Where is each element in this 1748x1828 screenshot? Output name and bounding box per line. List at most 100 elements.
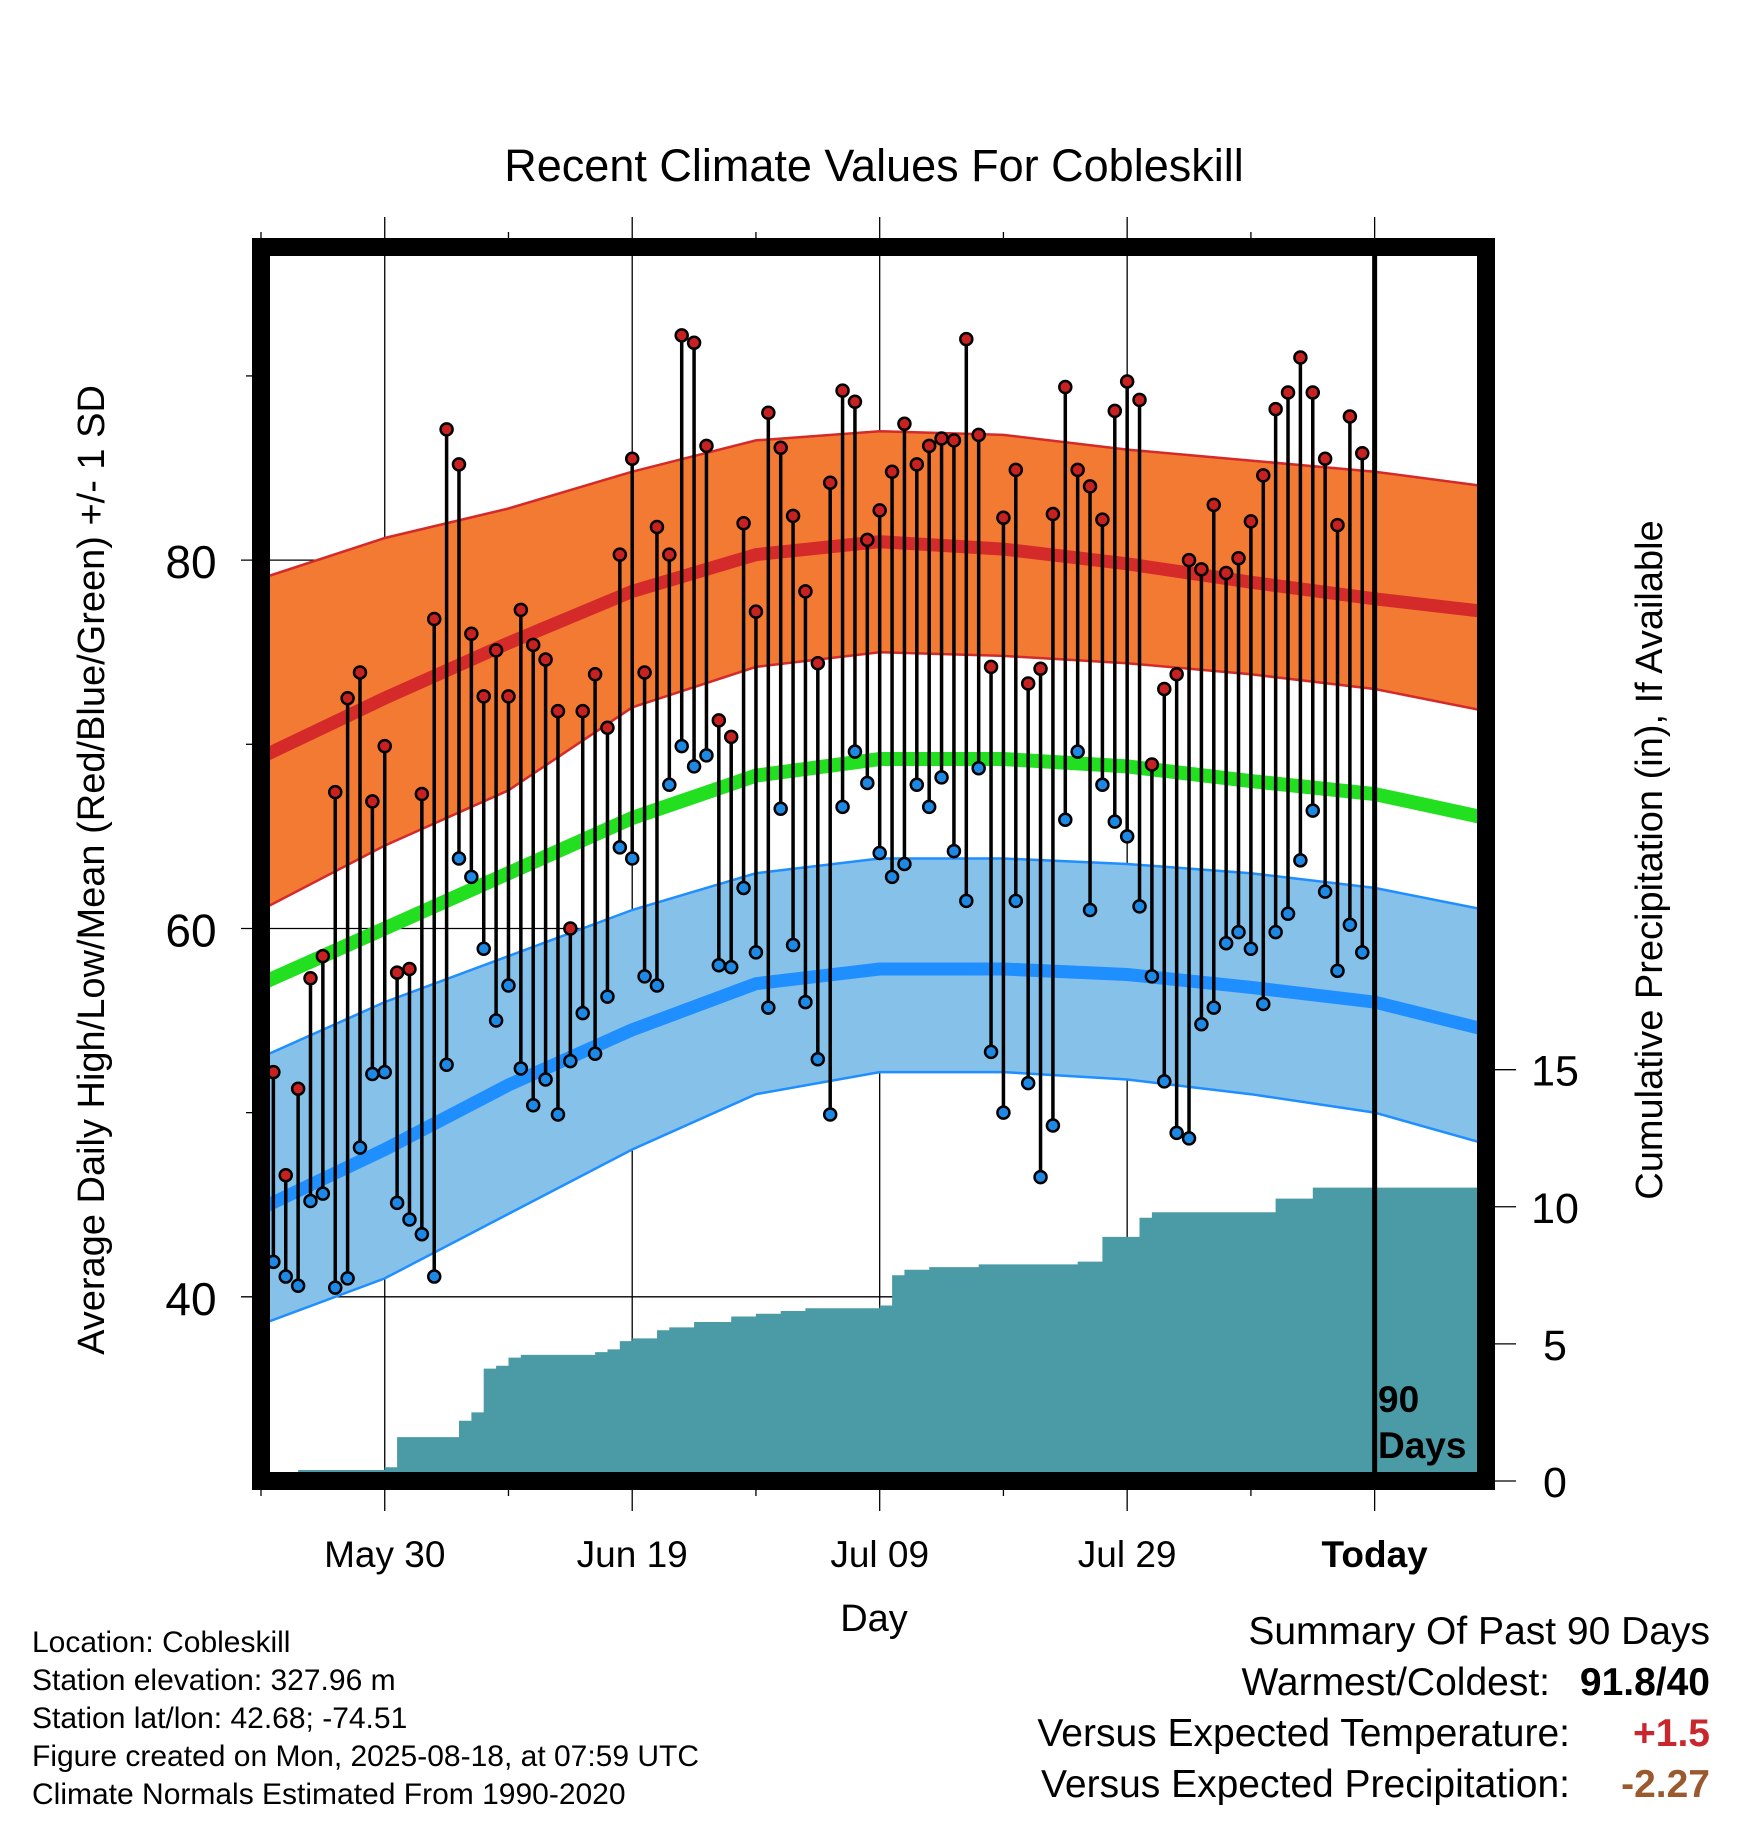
low-point-36 (699, 748, 714, 763)
high-point-6 (327, 784, 343, 800)
low-point-14 (426, 1269, 442, 1284)
high-point-23 (538, 652, 553, 667)
high-point-5 (315, 948, 331, 964)
y2-axis-label: Cumulative Precipitation (in), If Availa… (1629, 520, 1671, 1199)
precip-value: -2.27 (1621, 1763, 1710, 1806)
low-point-28 (600, 989, 615, 1004)
high-point-70 (1119, 374, 1135, 389)
high-point-67 (1082, 479, 1098, 494)
high-point-38 (723, 729, 739, 745)
low-point-16 (451, 851, 467, 866)
high-point-27 (587, 667, 603, 682)
low-point-67 (1082, 902, 1098, 918)
low-point-61 (1008, 893, 1024, 909)
high-point-11 (389, 965, 405, 980)
high-point-40 (748, 604, 764, 619)
high-sd-band (261, 431, 1486, 910)
high-point-31 (637, 665, 652, 680)
low-point-37 (711, 958, 727, 973)
latlon-text: Station lat/lon: 42.68; -74.51 (32, 1702, 408, 1735)
low-point-32 (649, 978, 665, 993)
high-point-41 (761, 405, 776, 421)
days-annotation-number: 90 (1378, 1379, 1419, 1420)
low-point-24 (550, 1107, 566, 1122)
low-point-81 (1256, 996, 1271, 1012)
low-sd-band-lower-edge (261, 1070, 1486, 1326)
days-annotation-unit: Days (1378, 1425, 1466, 1466)
low-point-87 (1330, 963, 1345, 979)
low-point-33 (662, 777, 677, 793)
high-sd-band-upper-edge (261, 429, 1486, 580)
low-point-22 (525, 1098, 541, 1113)
low-point-3 (290, 1278, 306, 1294)
high-point-51 (884, 464, 900, 479)
high-point-35 (686, 335, 702, 351)
high-point-37 (711, 713, 727, 728)
created-text: Figure created on Mon, 2025-08-18, at 07… (32, 1740, 700, 1773)
low-point-70 (1119, 829, 1135, 844)
low-point-78 (1218, 935, 1234, 951)
low-point-29 (612, 840, 628, 855)
warmest-label: Warmest/Coldest: (1241, 1661, 1550, 1704)
high-point-52 (897, 416, 912, 432)
low-point-75 (1181, 1131, 1197, 1146)
precip-label: Versus Expected Precipitation: (1041, 1763, 1570, 1806)
high-point-77 (1206, 497, 1222, 513)
low-point-65 (1058, 812, 1073, 828)
low-point-79 (1231, 924, 1246, 940)
x-tick-label-1: Jun 19 (577, 1534, 688, 1575)
y-tick-label-80: 80 (165, 536, 216, 588)
high-point-8 (352, 665, 368, 680)
low-point-39 (736, 880, 751, 896)
low-point-4 (303, 1193, 318, 1209)
low-point-47 (835, 799, 850, 815)
high-point-75 (1181, 552, 1197, 568)
high-point-85 (1305, 385, 1321, 400)
high-point-61 (1008, 462, 1024, 478)
elevation-text: Station elevation: 327.96 m (32, 1664, 396, 1697)
high-point-55 (934, 431, 949, 446)
temp-value: +1.5 (1633, 1712, 1710, 1755)
y2-tick-label-5: 5 (1543, 1322, 1567, 1370)
low-point-58 (971, 760, 986, 776)
high-point-76 (1194, 562, 1209, 577)
low-point-59 (983, 1044, 999, 1060)
high-point-44 (798, 584, 813, 599)
high-point-3 (290, 1081, 306, 1096)
summary-panel: Summary Of Past 90 Days Warmest/Coldest:… (1037, 1610, 1710, 1814)
low-point-35 (686, 759, 702, 774)
high-point-89 (1355, 446, 1370, 461)
low-point-21 (513, 1061, 529, 1076)
low-point-5 (315, 1186, 331, 1201)
low-point-83 (1280, 906, 1296, 921)
low-point-46 (822, 1107, 838, 1122)
high-point-16 (451, 457, 467, 472)
high-point-54 (921, 438, 937, 454)
low-point-43 (785, 937, 801, 953)
y-tick-label-40: 40 (165, 1273, 216, 1325)
low-point-20 (501, 978, 516, 993)
high-point-21 (513, 602, 529, 618)
low-point-63 (1033, 1169, 1048, 1185)
low-point-38 (723, 959, 739, 975)
high-point-78 (1218, 565, 1234, 581)
low-point-27 (587, 1046, 603, 1061)
low-point-48 (847, 744, 863, 759)
low-point-72 (1144, 969, 1160, 984)
high-point-18 (476, 689, 491, 704)
low-point-7 (340, 1271, 355, 1286)
high-point-15 (439, 422, 454, 437)
high-point-30 (624, 451, 640, 467)
x-tick-label-2: Jul 09 (830, 1534, 929, 1575)
low-point-60 (996, 1105, 1011, 1120)
high-point-24 (550, 703, 566, 719)
low-point-57 (959, 893, 974, 909)
high-point-2 (278, 1168, 293, 1183)
high-point-83 (1280, 385, 1296, 400)
low-point-45 (810, 1051, 826, 1067)
x-tick-label-4: Today (1322, 1534, 1429, 1575)
low-point-26 (575, 1005, 590, 1021)
y2-tick-label-15: 15 (1531, 1048, 1579, 1096)
low-point-74 (1169, 1125, 1184, 1141)
low-point-69 (1107, 814, 1123, 829)
